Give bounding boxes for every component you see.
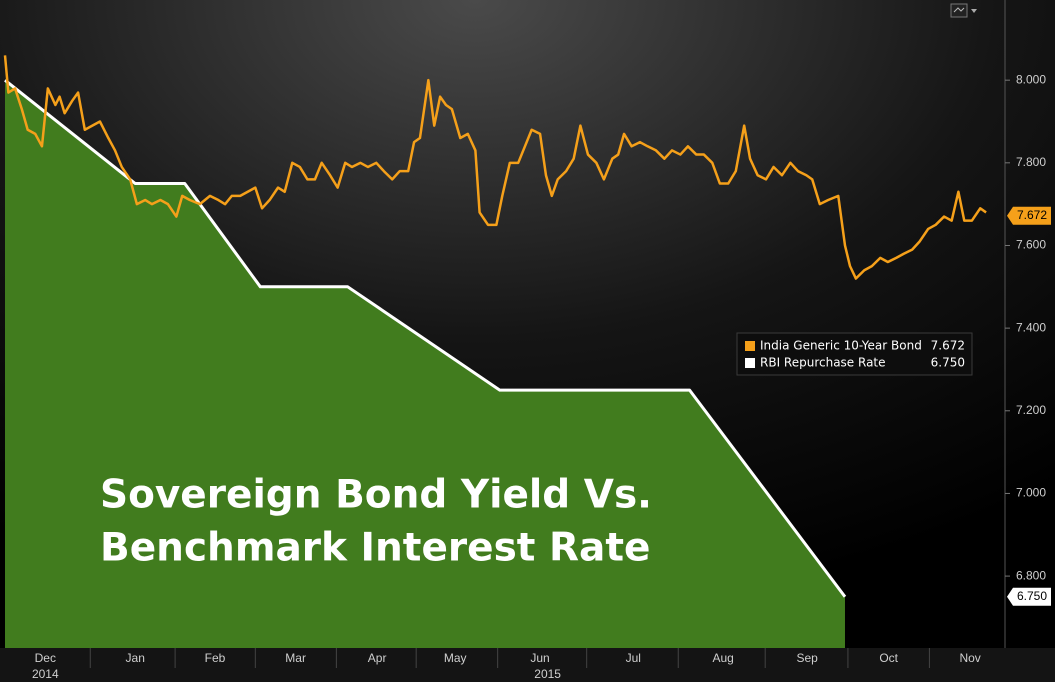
legend-swatch [745,358,755,368]
chart-icon[interactable] [950,3,977,18]
x-tick-label: Mar [285,651,306,665]
legend-label: India Generic 10-Year Bond [760,339,922,353]
x-tick-label: Apr [368,651,387,665]
line [4,78,847,598]
x-tick-label: Oct [879,651,898,665]
icon-box[interactable] [950,3,968,18]
icon-glyph [953,7,965,13]
x-tick-label: Jun [530,651,549,665]
x-tick-label: Feb [205,651,226,665]
x-tick-label: May [444,651,467,665]
y-tick-label: 7.800 [1016,155,1046,169]
y-tick-label: 7.000 [1016,486,1046,500]
y-tick-label: 7.600 [1016,238,1046,252]
year-label: 2015 [534,667,561,681]
chart-title: Sovereign Bond Yield Vs. [100,473,652,518]
line [3,55,987,280]
legend: RBI Repurchase Rate 6.750 India Generic 10… [736,332,973,376]
legend-label: RBI Repurchase Rate [760,356,886,370]
legend-value: 7.672 [931,339,965,353]
x-tick-label: Nov [959,651,980,665]
y-tick-label: 8.000 [1016,72,1046,86]
y-tick-label: 7.200 [1016,403,1046,417]
legend-value: 6.750 [931,356,965,370]
legend-box [736,332,973,376]
area [5,80,845,649]
x-tick-label: Aug [713,651,734,665]
year-label: 2014 [32,667,59,681]
x-tick-label: Dec [35,651,56,665]
last-value-tag [1007,587,1051,606]
icon-arrow [971,9,977,13]
x-axis-band [0,648,1055,682]
x-tick-label: Jan [126,651,145,665]
x-tick-label: Jul [626,651,641,665]
last-value-label: 7.672 [1017,208,1047,222]
y-tick-label: 7.400 [1016,320,1046,334]
y-tick-label: 6.800 [1016,568,1046,582]
last-value-label: 6.750 [1017,589,1047,603]
legend-swatch [745,341,755,351]
x-tick-label: Sep [797,651,819,665]
last-value-tag [1007,206,1051,225]
chart-title: Benchmark Interest Rate [100,526,650,571]
